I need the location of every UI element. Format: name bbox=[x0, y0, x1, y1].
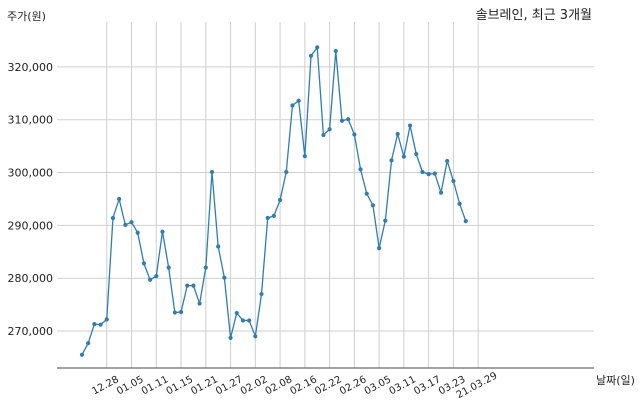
data-point bbox=[135, 230, 140, 235]
data-point bbox=[185, 283, 190, 288]
data-point bbox=[86, 341, 91, 346]
data-point bbox=[407, 123, 413, 128]
data-point bbox=[395, 131, 400, 137]
data-point bbox=[401, 154, 406, 159]
data-point bbox=[160, 229, 165, 234]
data-point bbox=[352, 132, 357, 137]
data-point bbox=[253, 334, 258, 339]
x-tick-label: 01.15 bbox=[165, 374, 195, 397]
data-point bbox=[414, 151, 419, 157]
x-tick-label: 01.11 bbox=[140, 374, 170, 397]
data-point bbox=[438, 190, 444, 195]
x-axis-ticks: 12.2801.0501.1101.1501.2101.2702.0202.08… bbox=[90, 370, 499, 401]
data-point bbox=[426, 172, 431, 177]
data-point bbox=[420, 169, 425, 175]
x-tick-label: 01.05 bbox=[115, 374, 145, 397]
data-point bbox=[104, 317, 109, 322]
data-point bbox=[463, 219, 468, 224]
x-axis-label: 날짜(일) bbox=[596, 373, 635, 387]
y-tick-label: 300,000 bbox=[8, 167, 54, 180]
x-tick-label: 03.05 bbox=[363, 374, 393, 397]
data-point bbox=[110, 215, 116, 221]
x-tick-label: 01.27 bbox=[214, 374, 244, 397]
x-tick-label: 01.21 bbox=[189, 374, 219, 397]
data-point bbox=[277, 197, 283, 203]
data-point bbox=[284, 169, 289, 175]
data-point bbox=[191, 283, 196, 288]
data-point bbox=[358, 167, 363, 172]
data-point bbox=[370, 203, 376, 208]
data-point bbox=[166, 265, 171, 270]
data-point bbox=[315, 45, 320, 50]
data-point bbox=[247, 318, 252, 323]
data-point bbox=[377, 245, 382, 251]
data-point bbox=[389, 158, 394, 163]
data-point bbox=[98, 322, 103, 327]
data-point bbox=[364, 191, 369, 196]
data-point bbox=[79, 352, 85, 357]
data-point bbox=[432, 171, 437, 176]
series-line bbox=[81, 45, 467, 356]
x-tick-label: 02.26 bbox=[338, 374, 368, 397]
y-tick-label: 290,000 bbox=[8, 219, 54, 232]
data-point bbox=[259, 291, 264, 297]
data-point bbox=[240, 318, 246, 323]
y-tick-label: 270,000 bbox=[8, 325, 54, 338]
grid bbox=[57, 22, 594, 368]
data-point bbox=[445, 158, 450, 164]
x-tick-label: 02.02 bbox=[239, 374, 269, 397]
x-tick-label: 03.11 bbox=[387, 374, 417, 397]
data-point bbox=[178, 309, 184, 315]
data-point bbox=[154, 273, 159, 279]
data-point bbox=[290, 103, 295, 108]
y-tick-label: 310,000 bbox=[8, 114, 54, 127]
x-tick-label: 02.22 bbox=[313, 374, 343, 397]
x-tick-label: 03.17 bbox=[412, 374, 442, 397]
data-point bbox=[321, 132, 326, 138]
x-tick-label: 12.28 bbox=[90, 374, 120, 397]
y-tick-label: 320,000 bbox=[8, 61, 54, 74]
data-point bbox=[346, 117, 351, 122]
data-point bbox=[203, 265, 208, 270]
y-axis-ticks: 270,000 280,000 290,000 300,000 310,000 320,0… bbox=[8, 61, 54, 338]
data-point bbox=[209, 169, 215, 175]
data-point bbox=[141, 261, 146, 266]
data-point bbox=[339, 118, 345, 123]
x-tick-label: 02.08 bbox=[264, 374, 294, 397]
data-point bbox=[222, 275, 227, 280]
data-point bbox=[234, 310, 239, 316]
data-point bbox=[296, 98, 301, 103]
data-point bbox=[383, 218, 388, 223]
data-point bbox=[271, 213, 276, 218]
data-point bbox=[92, 322, 97, 327]
data-point bbox=[117, 196, 122, 202]
data-point bbox=[451, 178, 456, 184]
series-points bbox=[79, 45, 468, 357]
data-point bbox=[457, 201, 462, 206]
data-point bbox=[129, 220, 134, 225]
data-point bbox=[123, 222, 128, 227]
data-point bbox=[265, 215, 270, 221]
data-point bbox=[197, 301, 202, 306]
x-tick-label: 02.16 bbox=[288, 374, 318, 397]
data-point bbox=[302, 154, 307, 159]
data-point bbox=[333, 48, 338, 54]
data-point bbox=[216, 244, 221, 249]
chart-title: 솔브레인, 최근 3개월 bbox=[476, 8, 592, 23]
data-point bbox=[327, 127, 332, 132]
y-axis-label: 주가(원) bbox=[7, 10, 46, 23]
data-point bbox=[147, 277, 153, 282]
data-point bbox=[228, 335, 233, 340]
y-tick-label: 280,000 bbox=[8, 272, 54, 285]
data-point bbox=[308, 53, 314, 58]
data-point bbox=[172, 310, 177, 315]
